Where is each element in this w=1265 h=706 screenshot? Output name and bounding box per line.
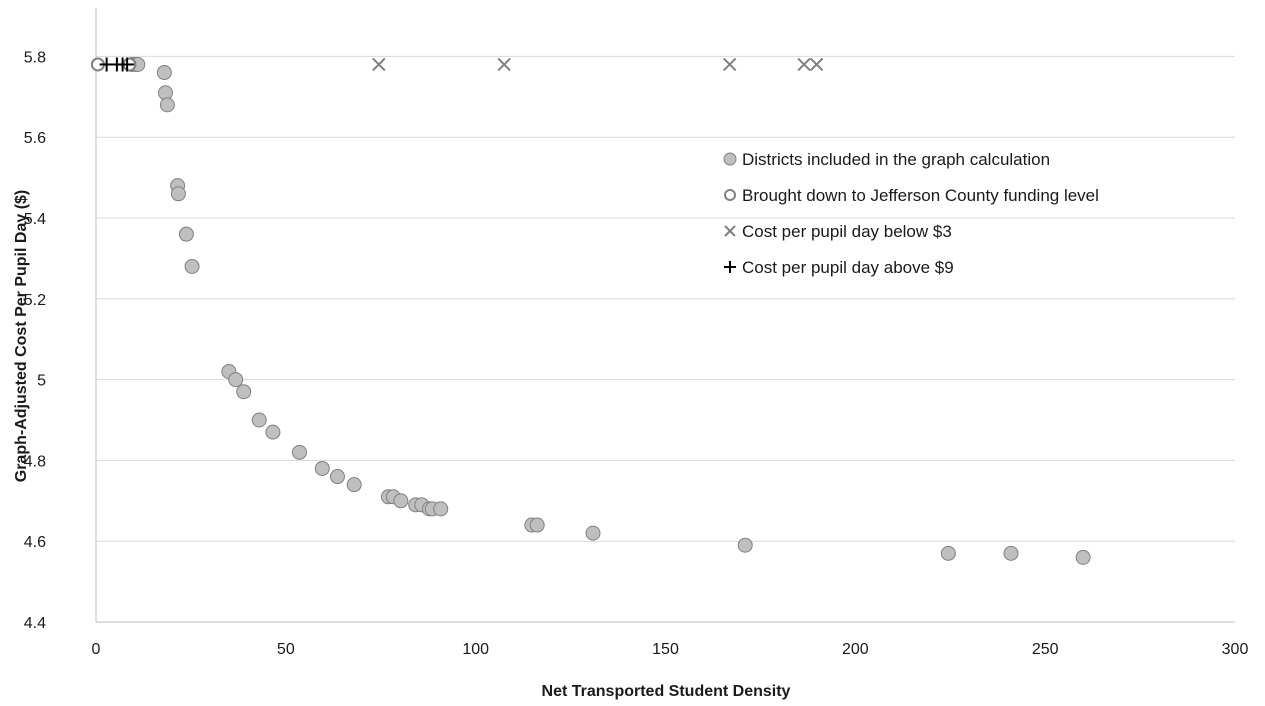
- included-district-point: [1003, 545, 1019, 561]
- x-tick-label: 50: [277, 641, 295, 658]
- included-district-point: [529, 517, 545, 533]
- y-tick-label: 5.2: [24, 292, 46, 309]
- legend-label: Districts included in the graph calculat…: [742, 150, 1050, 169]
- x-tick-label: 100: [462, 641, 489, 658]
- cost-below-3-point: [724, 225, 736, 237]
- included-district-point: [228, 372, 244, 388]
- x-tick-label: 300: [1222, 641, 1249, 658]
- legend-item: Brought down to Jefferson County funding…: [724, 186, 1099, 205]
- included-district-point: [329, 469, 345, 485]
- cost-below-3-point: [372, 57, 386, 72]
- included-district-point: [178, 226, 194, 242]
- y-tick-label: 5.6: [24, 130, 46, 147]
- axes: [95, 8, 1235, 623]
- y-tick-label: 4.8: [24, 453, 46, 470]
- y-tick-label: 5: [37, 373, 46, 390]
- legend-label: Brought down to Jefferson County funding…: [742, 186, 1099, 205]
- y-tick-label: 5.8: [24, 49, 46, 66]
- included-district-point: [940, 545, 956, 561]
- included-district-point: [585, 525, 601, 541]
- legend-label: Cost per pupil day below $3: [742, 222, 952, 241]
- x-stroke: [497, 57, 511, 72]
- x-stroke: [797, 57, 811, 72]
- data-points: [90, 56, 1091, 565]
- legend-label: Cost per pupil day above $9: [742, 258, 954, 277]
- tick-labels: 4.4 4.6 4.8 5 5.2 5.4 5.6 5.8 0 50 100 150 200 250 300: [24, 49, 1249, 658]
- y-tick-label: 4.6: [24, 534, 46, 551]
- y-axis-title: Graph-Adjusted Cost Per Pupil Day ($): [13, 190, 30, 482]
- included-district-point: [156, 65, 172, 81]
- cost-below-3-point: [722, 57, 737, 72]
- x-stroke: [372, 57, 386, 72]
- legend-item: Districts included in the graph calculat…: [723, 150, 1050, 169]
- cost-below-3-point: [809, 57, 824, 72]
- included-district-point: [393, 493, 409, 509]
- included-district-point: [346, 477, 362, 493]
- y-tick-label: 5.4: [24, 211, 46, 228]
- cost-above-9-point: [724, 261, 736, 273]
- x-tick-label: 250: [1032, 641, 1059, 658]
- x-stroke: [722, 57, 737, 72]
- included-district-point: [314, 460, 330, 476]
- included-district-point: [1075, 549, 1091, 565]
- included-district-point: [265, 424, 281, 440]
- y-tick-label: 4.4: [24, 615, 46, 632]
- cost-below-3-point: [797, 57, 811, 72]
- legend-item: Cost per pupil day above $9: [724, 258, 954, 277]
- cost-above-9-point: [120, 57, 135, 72]
- included-district-point: [159, 97, 175, 113]
- x-tick-label: 150: [652, 641, 679, 658]
- x-stroke: [724, 225, 736, 237]
- x-tick-label: 0: [92, 641, 101, 658]
- cost-below-3-point: [497, 57, 511, 72]
- gridlines: [96, 55, 1235, 542]
- included-district-point: [170, 186, 186, 202]
- included-district-point: [251, 412, 267, 428]
- legend-item: Cost per pupil day below $3: [724, 222, 952, 241]
- included-district-point: [723, 152, 737, 166]
- jefferson-adjusted-point: [724, 189, 736, 201]
- included-district-point: [433, 501, 449, 517]
- x-stroke: [809, 57, 824, 72]
- included-district-point: [737, 537, 753, 553]
- legend: Districts included in the graph calculat…: [723, 150, 1099, 277]
- included-district-point: [236, 384, 252, 400]
- x-axis-title: Net Transported Student Density: [542, 683, 791, 700]
- included-district-point: [184, 258, 200, 274]
- x-tick-label: 200: [842, 641, 869, 658]
- included-district-point: [292, 444, 308, 460]
